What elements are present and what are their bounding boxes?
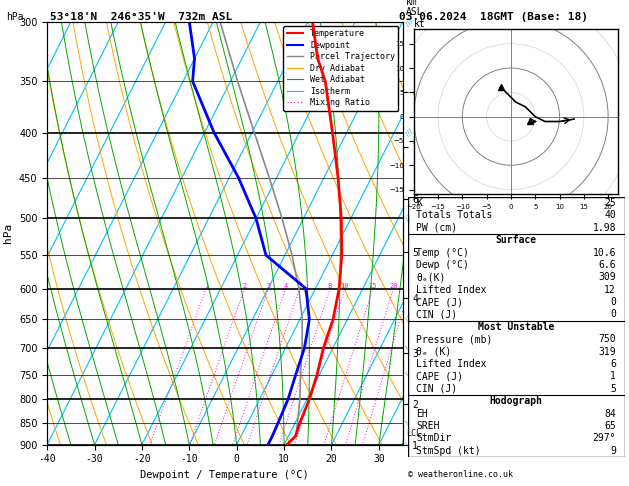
Text: 3: 3 [266, 283, 270, 289]
Legend: Temperature, Dewpoint, Parcel Trajectory, Dry Adiabat, Wet Adiabat, Isotherm, Mi: Temperature, Dewpoint, Parcel Trajectory… [284, 26, 398, 111]
Text: 03.06.2024  18GMT (Base: 18): 03.06.2024 18GMT (Base: 18) [399, 12, 588, 22]
Text: 1: 1 [204, 283, 208, 289]
Text: 750: 750 [598, 334, 616, 344]
Text: 8: 8 [328, 283, 332, 289]
Text: θₑ (K): θₑ (K) [416, 347, 452, 357]
Text: hPa: hPa [6, 12, 24, 22]
Text: km
ASL: km ASL [406, 0, 423, 17]
Text: Most Unstable: Most Unstable [478, 322, 554, 332]
Text: /: / [404, 442, 410, 448]
Text: 319: 319 [598, 347, 616, 357]
Text: /: / [404, 372, 410, 378]
Text: 297°: 297° [593, 433, 616, 443]
Text: Temp (°C): Temp (°C) [416, 247, 469, 258]
Text: ///: /// [404, 17, 414, 27]
Text: 1.98: 1.98 [593, 223, 616, 233]
Text: CIN (J): CIN (J) [416, 310, 457, 319]
Text: 9: 9 [610, 446, 616, 456]
Text: EH: EH [416, 409, 428, 418]
X-axis label: Dewpoint / Temperature (°C): Dewpoint / Temperature (°C) [140, 470, 309, 480]
Text: //: // [404, 215, 412, 222]
Text: 10.6: 10.6 [593, 247, 616, 258]
Text: /: / [404, 345, 410, 351]
Text: StmSpd (kt): StmSpd (kt) [416, 446, 481, 456]
Text: 84: 84 [604, 409, 616, 418]
Text: StmDir: StmDir [416, 433, 452, 443]
Text: 5: 5 [610, 384, 616, 394]
Text: 6.6: 6.6 [598, 260, 616, 270]
Text: Dewp (°C): Dewp (°C) [416, 260, 469, 270]
Text: 4: 4 [284, 283, 288, 289]
Text: 1: 1 [610, 371, 616, 382]
Text: Hodograph: Hodograph [489, 396, 543, 406]
Text: PW (cm): PW (cm) [416, 223, 457, 233]
Text: © weatheronline.co.uk: © weatheronline.co.uk [408, 470, 513, 479]
Text: CAPE (J): CAPE (J) [416, 297, 464, 307]
Text: SREH: SREH [416, 421, 440, 431]
Text: θₑ(K): θₑ(K) [416, 272, 446, 282]
Text: 20: 20 [389, 283, 398, 289]
Text: Lifted Index: Lifted Index [416, 359, 487, 369]
Text: K: K [416, 198, 422, 208]
Text: 309: 309 [598, 272, 616, 282]
Text: //: // [404, 315, 412, 323]
Text: ///: /// [404, 128, 414, 137]
Y-axis label: hPa: hPa [3, 223, 13, 243]
Text: 0: 0 [610, 297, 616, 307]
Text: LCL: LCL [406, 429, 421, 438]
Text: 10: 10 [341, 283, 349, 289]
Text: 25: 25 [604, 198, 616, 208]
Text: 2: 2 [242, 283, 247, 289]
Text: 15: 15 [369, 283, 377, 289]
Text: 40: 40 [604, 210, 616, 221]
Text: 12: 12 [604, 285, 616, 295]
Text: Pressure (mb): Pressure (mb) [416, 334, 493, 344]
Text: kt: kt [414, 19, 425, 29]
Text: CAPE (J): CAPE (J) [416, 371, 464, 382]
Text: Totals Totals: Totals Totals [416, 210, 493, 221]
Text: /: / [404, 420, 410, 426]
Text: Lifted Index: Lifted Index [416, 285, 487, 295]
Text: 6: 6 [610, 359, 616, 369]
Text: 65: 65 [604, 421, 616, 431]
Text: CIN (J): CIN (J) [416, 384, 457, 394]
Text: 53°18'N  246°35'W  732m ASL: 53°18'N 246°35'W 732m ASL [50, 12, 233, 22]
Text: 5: 5 [298, 283, 302, 289]
Text: 0: 0 [610, 310, 616, 319]
Text: Surface: Surface [496, 235, 537, 245]
